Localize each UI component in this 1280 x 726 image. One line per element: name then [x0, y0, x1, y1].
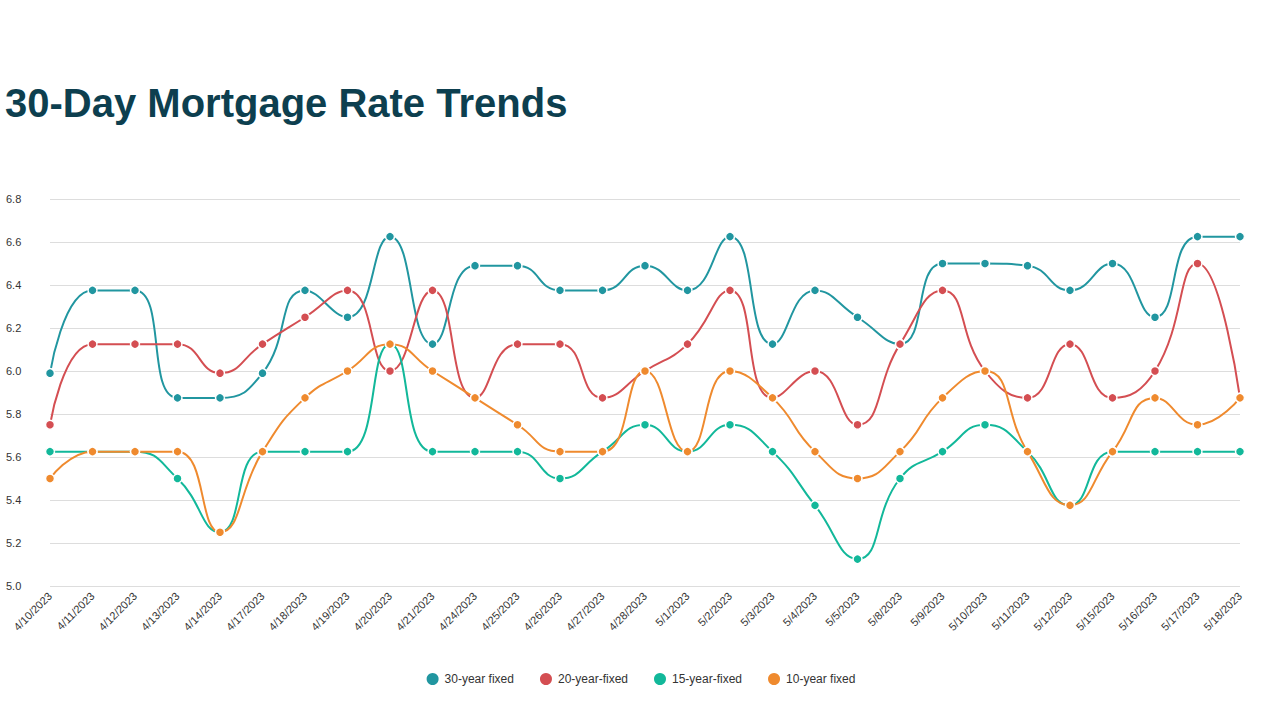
- svg-text:6.2: 6.2: [6, 322, 21, 334]
- svg-text:5.2: 5.2: [6, 537, 21, 549]
- svg-text:6.4: 6.4: [6, 279, 21, 291]
- svg-text:5/3/2023: 5/3/2023: [738, 590, 777, 629]
- svg-text:5/9/2023: 5/9/2023: [908, 590, 947, 629]
- svg-text:5/4/2023: 5/4/2023: [781, 590, 820, 629]
- svg-text:4/19/2023: 4/19/2023: [309, 590, 352, 633]
- svg-text:5.4: 5.4: [6, 494, 21, 506]
- svg-text:4/13/2023: 4/13/2023: [139, 590, 182, 633]
- svg-text:4/28/2023: 4/28/2023: [606, 590, 649, 633]
- svg-text:4/14/2023: 4/14/2023: [181, 590, 224, 633]
- svg-text:4/27/2023: 4/27/2023: [564, 590, 607, 633]
- svg-text:4/21/2023: 4/21/2023: [394, 590, 437, 633]
- svg-text:4/26/2023: 4/26/2023: [521, 590, 564, 633]
- svg-text:30-Day Mortgage Rate Trends: 30-Day Mortgage Rate Trends: [5, 81, 567, 125]
- svg-text:5/1/2023: 5/1/2023: [653, 590, 692, 629]
- svg-text:5/11/2023: 5/11/2023: [989, 590, 1031, 632]
- svg-text:4/10/2023: 4/10/2023: [11, 590, 54, 633]
- svg-text:6.8: 6.8: [6, 193, 21, 205]
- svg-text:5/2/2023: 5/2/2023: [696, 590, 735, 629]
- svg-text:4/17/2023: 4/17/2023: [224, 590, 267, 633]
- svg-text:5/16/2023: 5/16/2023: [1116, 590, 1159, 633]
- svg-text:5.8: 5.8: [6, 408, 21, 420]
- svg-text:5/12/2023: 5/12/2023: [1031, 590, 1074, 633]
- svg-text:5/15/2023: 5/15/2023: [1074, 590, 1117, 633]
- svg-text:4/18/2023: 4/18/2023: [266, 590, 309, 633]
- svg-text:5.0: 5.0: [6, 580, 21, 592]
- svg-text:20-year-fixed: 20-year-fixed: [558, 672, 628, 686]
- svg-text:4/24/2023: 4/24/2023: [436, 590, 479, 633]
- svg-text:30-year fixed: 30-year fixed: [445, 672, 514, 686]
- svg-text:5/8/2023: 5/8/2023: [866, 590, 905, 629]
- svg-text:6.6: 6.6: [6, 236, 21, 248]
- svg-text:6.0: 6.0: [6, 365, 21, 377]
- svg-text:5.6: 5.6: [6, 451, 21, 463]
- svg-text:4/25/2023: 4/25/2023: [479, 590, 522, 633]
- svg-text:4/20/2023: 4/20/2023: [351, 590, 394, 633]
- svg-text:5/5/2023: 5/5/2023: [823, 590, 862, 629]
- svg-text:5/17/2023: 5/17/2023: [1159, 590, 1202, 633]
- svg-text:5/10/2023: 5/10/2023: [946, 590, 989, 633]
- svg-text:15-year-fixed: 15-year-fixed: [672, 672, 742, 686]
- svg-text:4/12/2023: 4/12/2023: [96, 590, 139, 633]
- svg-text:5/18/2023: 5/18/2023: [1201, 590, 1244, 633]
- svg-text:10-year fixed: 10-year fixed: [786, 672, 855, 686]
- svg-text:4/11/2023: 4/11/2023: [54, 590, 96, 632]
